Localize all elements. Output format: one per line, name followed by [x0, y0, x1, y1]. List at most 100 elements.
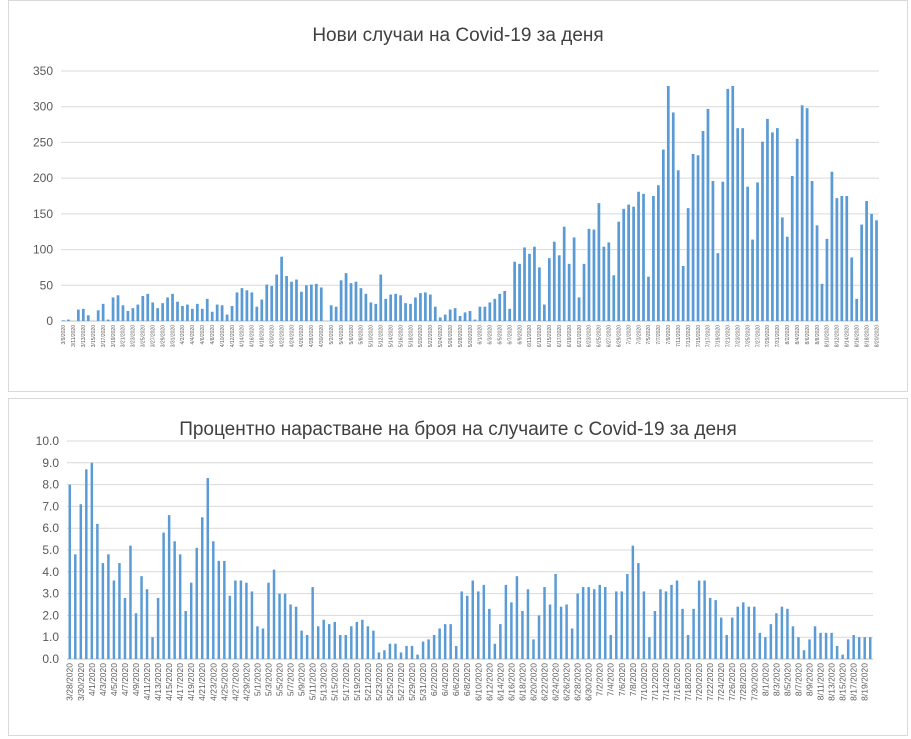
- bar: [414, 297, 417, 321]
- x-tick-label: 7/19/2020: [716, 325, 722, 347]
- bar: [631, 545, 635, 659]
- bar: [372, 630, 375, 659]
- bar: [840, 196, 844, 321]
- x-tick-label: 5/15/2020: [330, 663, 340, 701]
- bar: [721, 181, 725, 321]
- bar: [576, 593, 579, 659]
- x-tick-label: 6/28/2020: [573, 663, 583, 701]
- x-tick-label: 3/13/2020: [81, 325, 87, 347]
- x-tick-label: 3/27/2020: [150, 325, 156, 347]
- bar: [283, 593, 287, 659]
- x-tick-label: 8/3/2020: [771, 663, 781, 696]
- bar: [691, 153, 695, 321]
- bar: [256, 626, 259, 659]
- x-tick-label: 6/27/2020: [607, 325, 613, 347]
- bar: [557, 255, 561, 321]
- bar: [131, 308, 135, 321]
- x-tick-label: 4/21/2020: [197, 663, 207, 701]
- bar: [96, 310, 100, 321]
- bar: [708, 597, 712, 659]
- bar: [364, 293, 368, 321]
- bar: [285, 276, 288, 321]
- x-tick-label: 4/30/2020: [319, 325, 325, 347]
- x-tick-label: 7/17/2020: [706, 325, 712, 347]
- bar: [394, 293, 397, 321]
- bar: [696, 155, 700, 321]
- x-tick-label: 4/18/2020: [260, 325, 266, 347]
- bar: [742, 602, 745, 659]
- bar: [384, 298, 388, 321]
- x-tick-label: 7/31/2020: [775, 325, 781, 347]
- bar: [797, 637, 800, 659]
- bar: [333, 621, 336, 659]
- x-tick-label: 7/6/2020: [617, 663, 627, 696]
- bar: [751, 239, 754, 321]
- bar: [223, 560, 226, 659]
- x-tick-label: 4/7/2020: [120, 663, 130, 696]
- bar: [206, 478, 210, 659]
- x-tick-label: 7/13/2020: [686, 325, 692, 347]
- bar: [314, 283, 318, 321]
- x-tick-label: 5/13/2020: [319, 663, 329, 701]
- bar: [350, 626, 353, 659]
- y-tick-label: 0.0: [42, 652, 59, 666]
- bar: [565, 604, 568, 659]
- bar: [776, 128, 779, 321]
- bar: [648, 637, 651, 659]
- x-tick-label: 6/4/2020: [440, 663, 450, 696]
- x-tick-label: 5/23/2020: [374, 663, 384, 701]
- x-tick-label: 5/6/2020: [349, 325, 355, 345]
- x-tick-label: 8/9/2020: [804, 663, 814, 696]
- x-tick-label: 4/5/2020: [109, 663, 119, 696]
- bar: [86, 315, 90, 321]
- bar: [795, 138, 799, 321]
- x-tick-label: 3/11/2020: [71, 325, 77, 347]
- y-tick-label: 250: [33, 135, 53, 149]
- x-tick-label: 4/12/2020: [230, 325, 236, 347]
- bar: [652, 196, 655, 321]
- daily-growth-percent-chart: Процентно нарастване на броя на случаите…: [8, 398, 908, 736]
- x-tick-label: 7/9/2020: [666, 325, 672, 345]
- bar: [116, 295, 120, 321]
- x-tick-label: 4/9/2020: [131, 663, 141, 696]
- bar: [428, 294, 432, 321]
- bar: [106, 319, 110, 321]
- x-tick-label: 3/31/2020: [170, 325, 176, 347]
- bar: [90, 462, 94, 659]
- bar: [118, 563, 121, 659]
- x-tick-label: 4/13/2020: [153, 663, 163, 701]
- bar: [632, 206, 635, 321]
- bar: [140, 576, 143, 659]
- bar: [607, 242, 611, 321]
- bar: [316, 626, 320, 659]
- x-tick-label: 5/7/2020: [286, 663, 296, 696]
- bar: [521, 611, 524, 659]
- bar: [647, 276, 650, 321]
- chart-title: Нови случаи на Covid-19 за деня: [312, 25, 604, 46]
- bar: [513, 261, 516, 321]
- bar: [394, 643, 397, 659]
- bar: [681, 266, 685, 321]
- x-tick-label: 6/10/2020: [473, 663, 483, 701]
- daily-growth-percent-plot: 0.0 1.0 2.0 3.0 4.0 5.0 6.0 7.0 8.0 9.0 10.0 3/28/2…: [36, 434, 873, 701]
- bar: [349, 283, 353, 321]
- bar: [458, 316, 462, 321]
- bar: [96, 523, 99, 659]
- bar: [419, 293, 422, 321]
- x-tick-label: 3/21/2020: [121, 325, 127, 347]
- x-tick-label: 5/30/2020: [468, 325, 474, 347]
- x-tick-label: 8/2/2020: [785, 325, 791, 345]
- bar: [195, 303, 199, 321]
- x-tick-label: 7/26/2020: [727, 663, 737, 701]
- bar: [642, 193, 645, 321]
- bar: [460, 591, 463, 659]
- bar: [587, 228, 591, 321]
- bar: [543, 304, 546, 321]
- bar: [538, 267, 541, 321]
- bar: [617, 221, 621, 321]
- bar: [111, 297, 115, 321]
- x-tick-label: 6/22/2020: [540, 663, 550, 701]
- bar: [454, 645, 458, 659]
- x-tick-label: 4/14/2020: [240, 325, 246, 347]
- bar: [875, 220, 878, 321]
